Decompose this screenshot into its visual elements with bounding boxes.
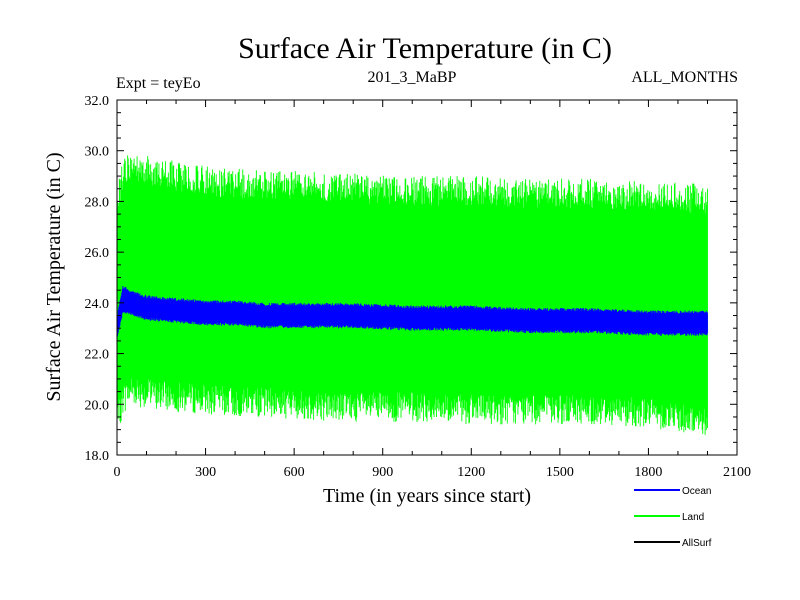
period-label: ALL_MONTHS [631,69,738,86]
chart-title: Surface Air Temperature (in C) [238,32,612,65]
y-tick-label: 32.0 [85,94,110,109]
legend-label-ocean: Ocean [682,486,711,497]
run-label: 201_3_MaBP [368,69,457,86]
experiment-label: Expt = teyEo [116,75,201,92]
x-tick-label: 1500 [546,465,574,480]
y-tick-label: 20.0 [85,398,110,413]
y-tick-label: 22.0 [85,348,110,363]
x-tick-label: 1200 [457,465,485,480]
x-tick-label: 900 [372,465,393,480]
y-tick-label: 26.0 [85,246,110,261]
legend-label-land: Land [682,512,704,523]
x-tick-label: 0 [114,465,121,480]
y-tick-label: 28.0 [85,195,110,210]
y-tick-label: 24.0 [85,297,110,312]
x-tick-label: 600 [284,465,305,480]
x-axis-label: Time (in years since start) [323,485,531,507]
y-tick-label: 18.0 [85,449,110,464]
y-tick-label: 30.0 [85,145,110,160]
legend: Ocean Land AllSurf [634,486,712,549]
x-tick-label: 1800 [634,465,662,480]
x-tick-label: 300 [195,465,216,480]
x-axis: 0 300 600 900 1200 1500 1800 2100 [114,100,751,480]
x-tick-label: 2100 [723,465,751,480]
y-axis-label: Surface Air Temperature (in C) [43,152,65,401]
legend-label-allsurf: AllSurf [682,538,712,549]
y-axis: 18.0 20.0 22.0 24.0 26.0 28.0 30.0 32.0 [85,94,737,464]
